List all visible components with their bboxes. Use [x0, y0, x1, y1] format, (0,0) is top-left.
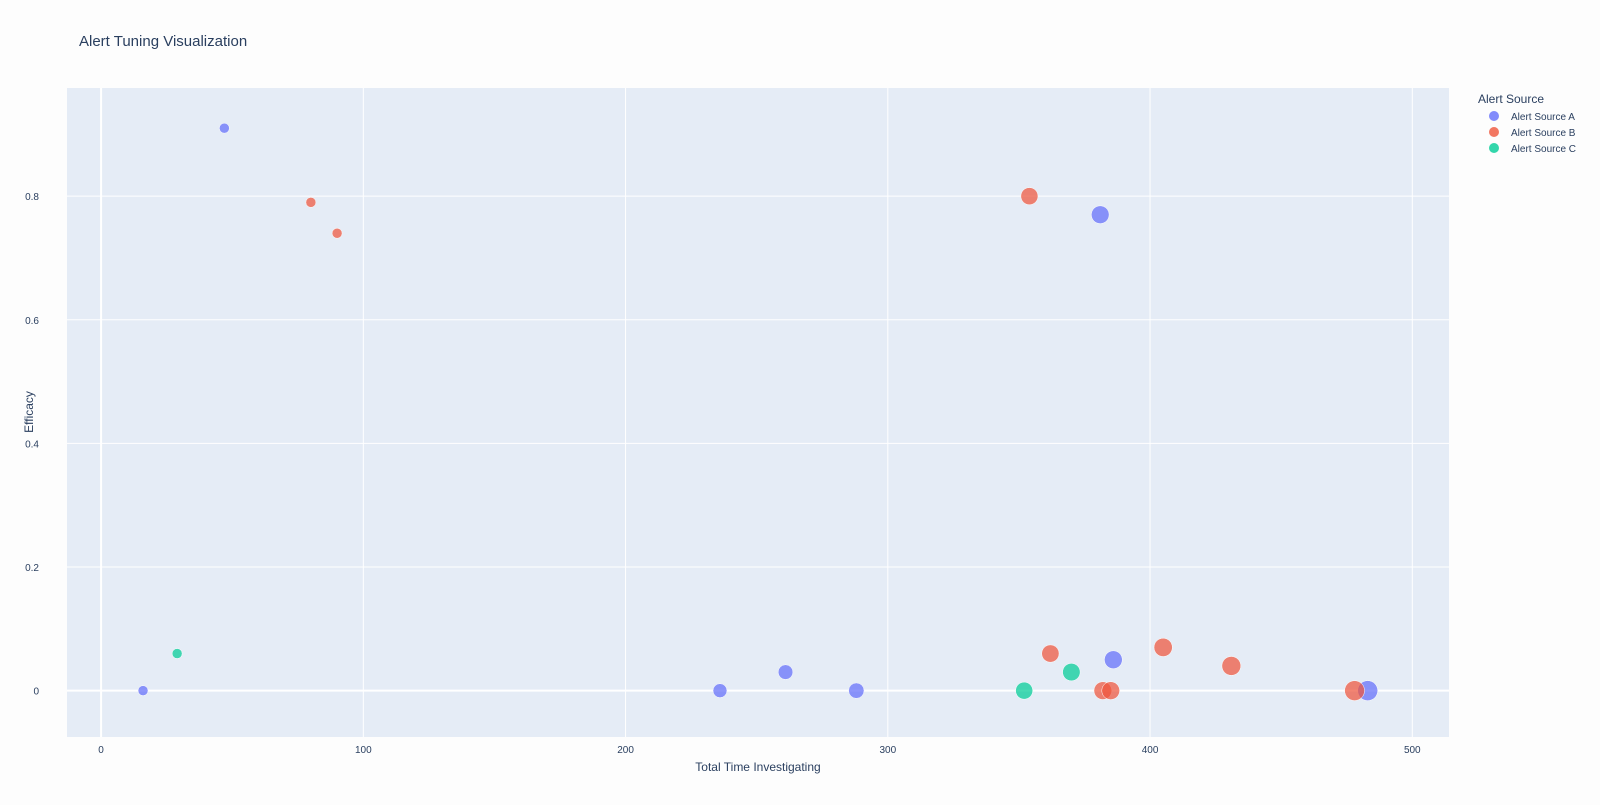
data-point[interactable] — [777, 664, 794, 680]
legend-item[interactable]: Alert Source C — [1489, 143, 1576, 155]
y-tick-label: 0.2 — [25, 563, 39, 574]
legend-items: Alert Source A Alert Source B Alert Source… — [1489, 111, 1576, 155]
data-point[interactable] — [1101, 681, 1120, 700]
data-point[interactable] — [1041, 644, 1060, 663]
y-tick-label: 0.4 — [25, 439, 39, 450]
series-points — [137, 122, 1378, 701]
series-points — [305, 187, 1365, 701]
legend-label: Alert Source A — [1511, 112, 1575, 123]
legend-label: Alert Source C — [1511, 144, 1576, 155]
x-tick-label: 200 — [617, 745, 634, 756]
series-points — [171, 648, 1081, 700]
y-tick-label: 0 — [33, 687, 39, 698]
legend-item[interactable]: Alert Source A — [1489, 111, 1575, 123]
legend-marker — [1489, 143, 1499, 153]
legend-marker — [1489, 111, 1499, 121]
legend-marker — [1489, 127, 1499, 137]
data-point[interactable] — [1344, 680, 1365, 701]
data-point[interactable] — [1221, 656, 1242, 676]
chart-title: Alert Tuning Visualization — [79, 33, 247, 50]
x-tick-label: 0 — [98, 745, 104, 756]
x-tick-label: 500 — [1404, 745, 1421, 756]
data-point[interactable] — [712, 683, 728, 698]
data-point[interactable] — [1104, 650, 1123, 669]
x-tick-label: 100 — [355, 745, 372, 756]
data-point[interactable] — [1091, 205, 1110, 224]
data-point[interactable] — [219, 122, 230, 134]
axis-ticks: 0 100 200 300 400 500 0 0.2 0.4 0.6 0.8 — [25, 192, 1421, 756]
data-points — [137, 122, 1378, 701]
y-tick-label: 0.8 — [25, 192, 39, 203]
legend-title: Alert Source — [1478, 92, 1544, 106]
grid-lines — [67, 88, 1449, 737]
data-point[interactable] — [171, 648, 183, 659]
data-point[interactable] — [305, 197, 317, 208]
legend-item[interactable]: Alert Source B — [1489, 127, 1576, 139]
x-axis-title: Total Time Investigating — [695, 760, 820, 774]
legend-label: Alert Source B — [1511, 128, 1576, 139]
x-tick-label: 300 — [879, 745, 896, 756]
data-point[interactable] — [1015, 681, 1033, 700]
data-point[interactable] — [848, 682, 865, 699]
x-tick-label: 400 — [1142, 745, 1159, 756]
plot-area — [67, 88, 1449, 737]
y-tick-label: 0.6 — [25, 316, 39, 327]
data-point[interactable] — [331, 228, 343, 239]
y-axis-title: Efficacy — [22, 391, 36, 433]
data-point[interactable] — [1062, 663, 1081, 682]
data-point[interactable] — [137, 685, 149, 696]
data-point[interactable] — [1020, 187, 1039, 205]
data-point[interactable] — [1153, 637, 1173, 657]
